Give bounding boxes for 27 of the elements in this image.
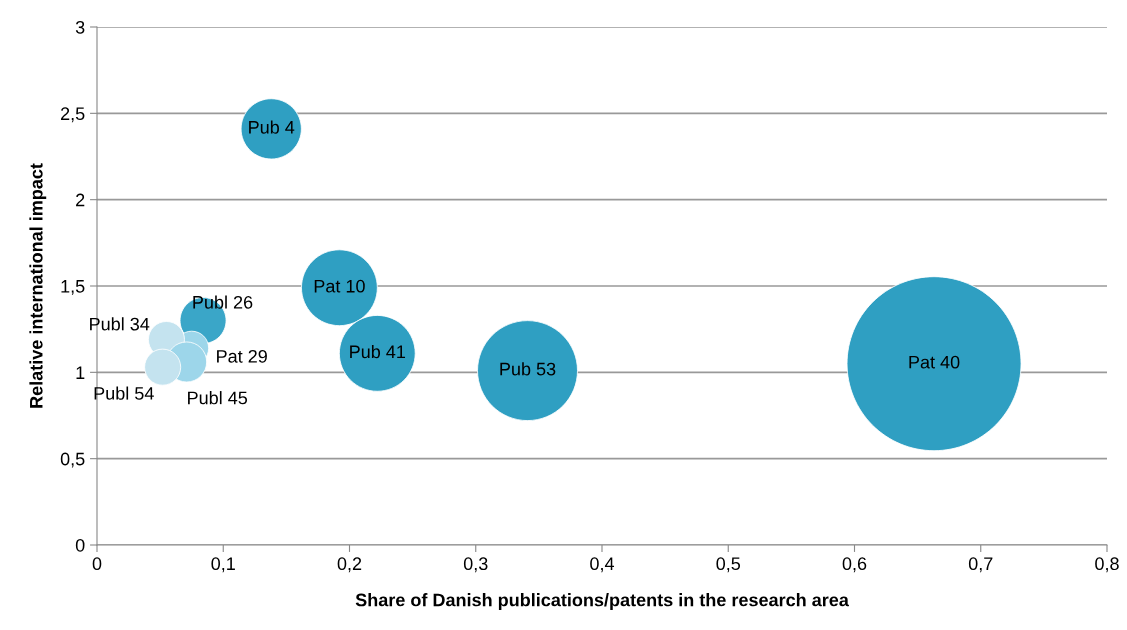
x-tick-label: 0,1 <box>211 557 235 573</box>
x-tick-label: 0,3 <box>463 557 488 573</box>
y-tick-label: 0 <box>75 538 85 552</box>
annotation: Pub 4 <box>249 120 295 134</box>
y-tick-label: 3 <box>75 20 85 34</box>
y-tick-label: 2,5 <box>61 107 85 123</box>
y-tick-label: 2 <box>76 193 85 207</box>
x-tick-label: 0,2 <box>337 557 362 573</box>
annotation: Pub 53 <box>500 362 556 376</box>
x-tick-label: 0,5 <box>716 557 741 573</box>
y-tick-label: 1,5 <box>61 280 85 295</box>
annotation: Pat 29 <box>217 349 267 363</box>
x-axis-title: Share of Danish publications/patents in the research area <box>355 593 849 610</box>
annotation: Pat 10 <box>314 279 365 293</box>
x-tick-label: 0,8 <box>1095 557 1119 573</box>
x-tick-label: 0,7 <box>968 557 993 573</box>
annotation: Publ 45 <box>188 391 248 405</box>
y-tick-label: 1 <box>76 366 85 379</box>
annotation: Pat 40 <box>909 355 960 369</box>
annotation: Publ 54 <box>94 386 154 400</box>
x-tick-label: 0,6 <box>842 557 867 573</box>
y-axis-title: Relative international impact <box>29 163 47 408</box>
x-tick-label: 0,4 <box>590 557 615 573</box>
x-tick-label: 0 <box>92 557 102 571</box>
annotation: Publ 34 <box>90 317 150 331</box>
y-tick-label: 0,5 <box>60 452 85 468</box>
annotation: Pub 41 <box>350 344 406 359</box>
